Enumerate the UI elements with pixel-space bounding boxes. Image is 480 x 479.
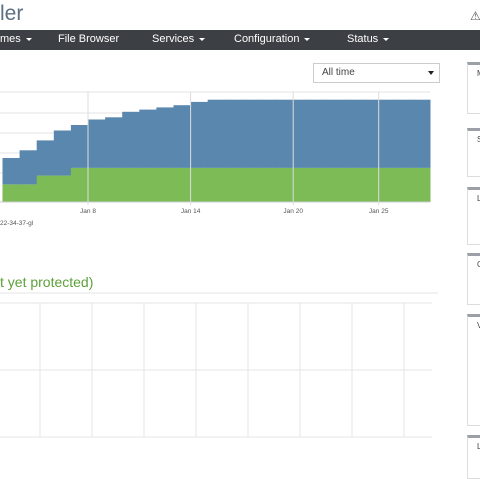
area-step bbox=[378, 167, 397, 202]
empty-chart bbox=[0, 292, 438, 438]
nav-label: File Browser bbox=[58, 33, 120, 45]
panel: V bbox=[467, 314, 480, 426]
nav-item[interactable]: Configuration bbox=[234, 33, 311, 45]
panel-title: C bbox=[477, 260, 480, 269]
nav-label: Configuration bbox=[234, 33, 300, 45]
area-step bbox=[19, 184, 38, 202]
x-tick-label: Jan 20 bbox=[283, 208, 303, 215]
area-step bbox=[190, 167, 209, 202]
panel: S bbox=[467, 128, 480, 177]
area-step bbox=[70, 167, 89, 202]
area-step bbox=[327, 99, 345, 168]
chart: Jan 8 Jan 14 Jan 20 Jan 25 22-34-37-gl bbox=[0, 91, 431, 227]
section-title: t yet protected) bbox=[0, 274, 94, 290]
nav-label: Status bbox=[347, 33, 379, 45]
panel: L bbox=[467, 187, 480, 245]
area-step bbox=[105, 167, 123, 202]
nav-label: Services bbox=[152, 33, 195, 45]
area-step bbox=[207, 167, 226, 202]
panel: C bbox=[467, 253, 480, 305]
area-step bbox=[190, 101, 209, 168]
area-step bbox=[276, 167, 294, 202]
legend-label: 22-34-37-gl bbox=[0, 220, 34, 227]
area-step bbox=[395, 167, 414, 202]
area-step bbox=[2, 158, 21, 185]
app-title: ler bbox=[0, 2, 24, 25]
nav-item[interactable]: mes bbox=[0, 33, 32, 45]
panel-title: L bbox=[477, 194, 480, 203]
area-step bbox=[156, 167, 174, 202]
area-step bbox=[139, 109, 157, 168]
panel: L bbox=[467, 435, 480, 479]
area-step bbox=[259, 167, 277, 202]
nav-label: mes bbox=[0, 33, 21, 45]
area-step bbox=[310, 167, 328, 202]
x-tick-label: Jan 14 bbox=[181, 208, 201, 215]
area-step bbox=[276, 99, 294, 168]
area-step bbox=[224, 167, 243, 202]
area-step bbox=[139, 167, 157, 202]
area-step bbox=[327, 167, 345, 202]
area-step bbox=[2, 184, 21, 202]
area-step bbox=[88, 167, 106, 202]
area-step bbox=[241, 99, 260, 168]
panel-title: M bbox=[477, 69, 480, 78]
top-bar: ler ⚠ bbox=[0, 0, 480, 30]
filter-value: All time bbox=[322, 67, 355, 78]
panel: M bbox=[467, 62, 480, 114]
area-step bbox=[241, 167, 260, 202]
area-step bbox=[310, 99, 328, 168]
area-step bbox=[173, 167, 192, 202]
area-step bbox=[395, 99, 414, 168]
area-step bbox=[156, 107, 174, 168]
area-step bbox=[412, 167, 431, 202]
area-step bbox=[36, 175, 55, 202]
area-step bbox=[173, 105, 192, 168]
nav-item[interactable]: File Browser bbox=[58, 33, 119, 45]
area-step bbox=[70, 125, 89, 168]
area-step bbox=[412, 99, 431, 168]
x-tick-label: Jan 25 bbox=[369, 208, 389, 215]
area-step bbox=[207, 99, 226, 168]
area-step bbox=[361, 99, 380, 168]
panel-title: L bbox=[477, 442, 480, 451]
area-step bbox=[122, 167, 140, 202]
area-step bbox=[53, 175, 72, 202]
x-tick-label: Jan 8 bbox=[80, 208, 96, 215]
area-step bbox=[293, 99, 311, 168]
area-step bbox=[53, 130, 72, 176]
alert-icon[interactable]: ⚠ bbox=[470, 9, 480, 23]
area-step bbox=[88, 119, 106, 168]
area-step bbox=[19, 150, 38, 185]
area-step bbox=[105, 117, 123, 168]
panel-title: S bbox=[477, 135, 480, 144]
area-step bbox=[378, 99, 397, 168]
area-step bbox=[36, 140, 55, 176]
nav-bar: mes File Browser Services Configuration … bbox=[0, 30, 480, 50]
area-step bbox=[293, 167, 311, 202]
time-filter[interactable]: All time bbox=[313, 63, 440, 83]
area-step bbox=[259, 99, 277, 168]
nav-item[interactable]: Status bbox=[347, 33, 390, 45]
area-step bbox=[344, 167, 363, 202]
panel-title: V bbox=[477, 321, 480, 330]
nav-item[interactable]: Services bbox=[152, 33, 206, 45]
area-step bbox=[344, 99, 363, 168]
area-step bbox=[361, 167, 380, 202]
area-step bbox=[224, 99, 243, 168]
area-step bbox=[122, 111, 140, 168]
